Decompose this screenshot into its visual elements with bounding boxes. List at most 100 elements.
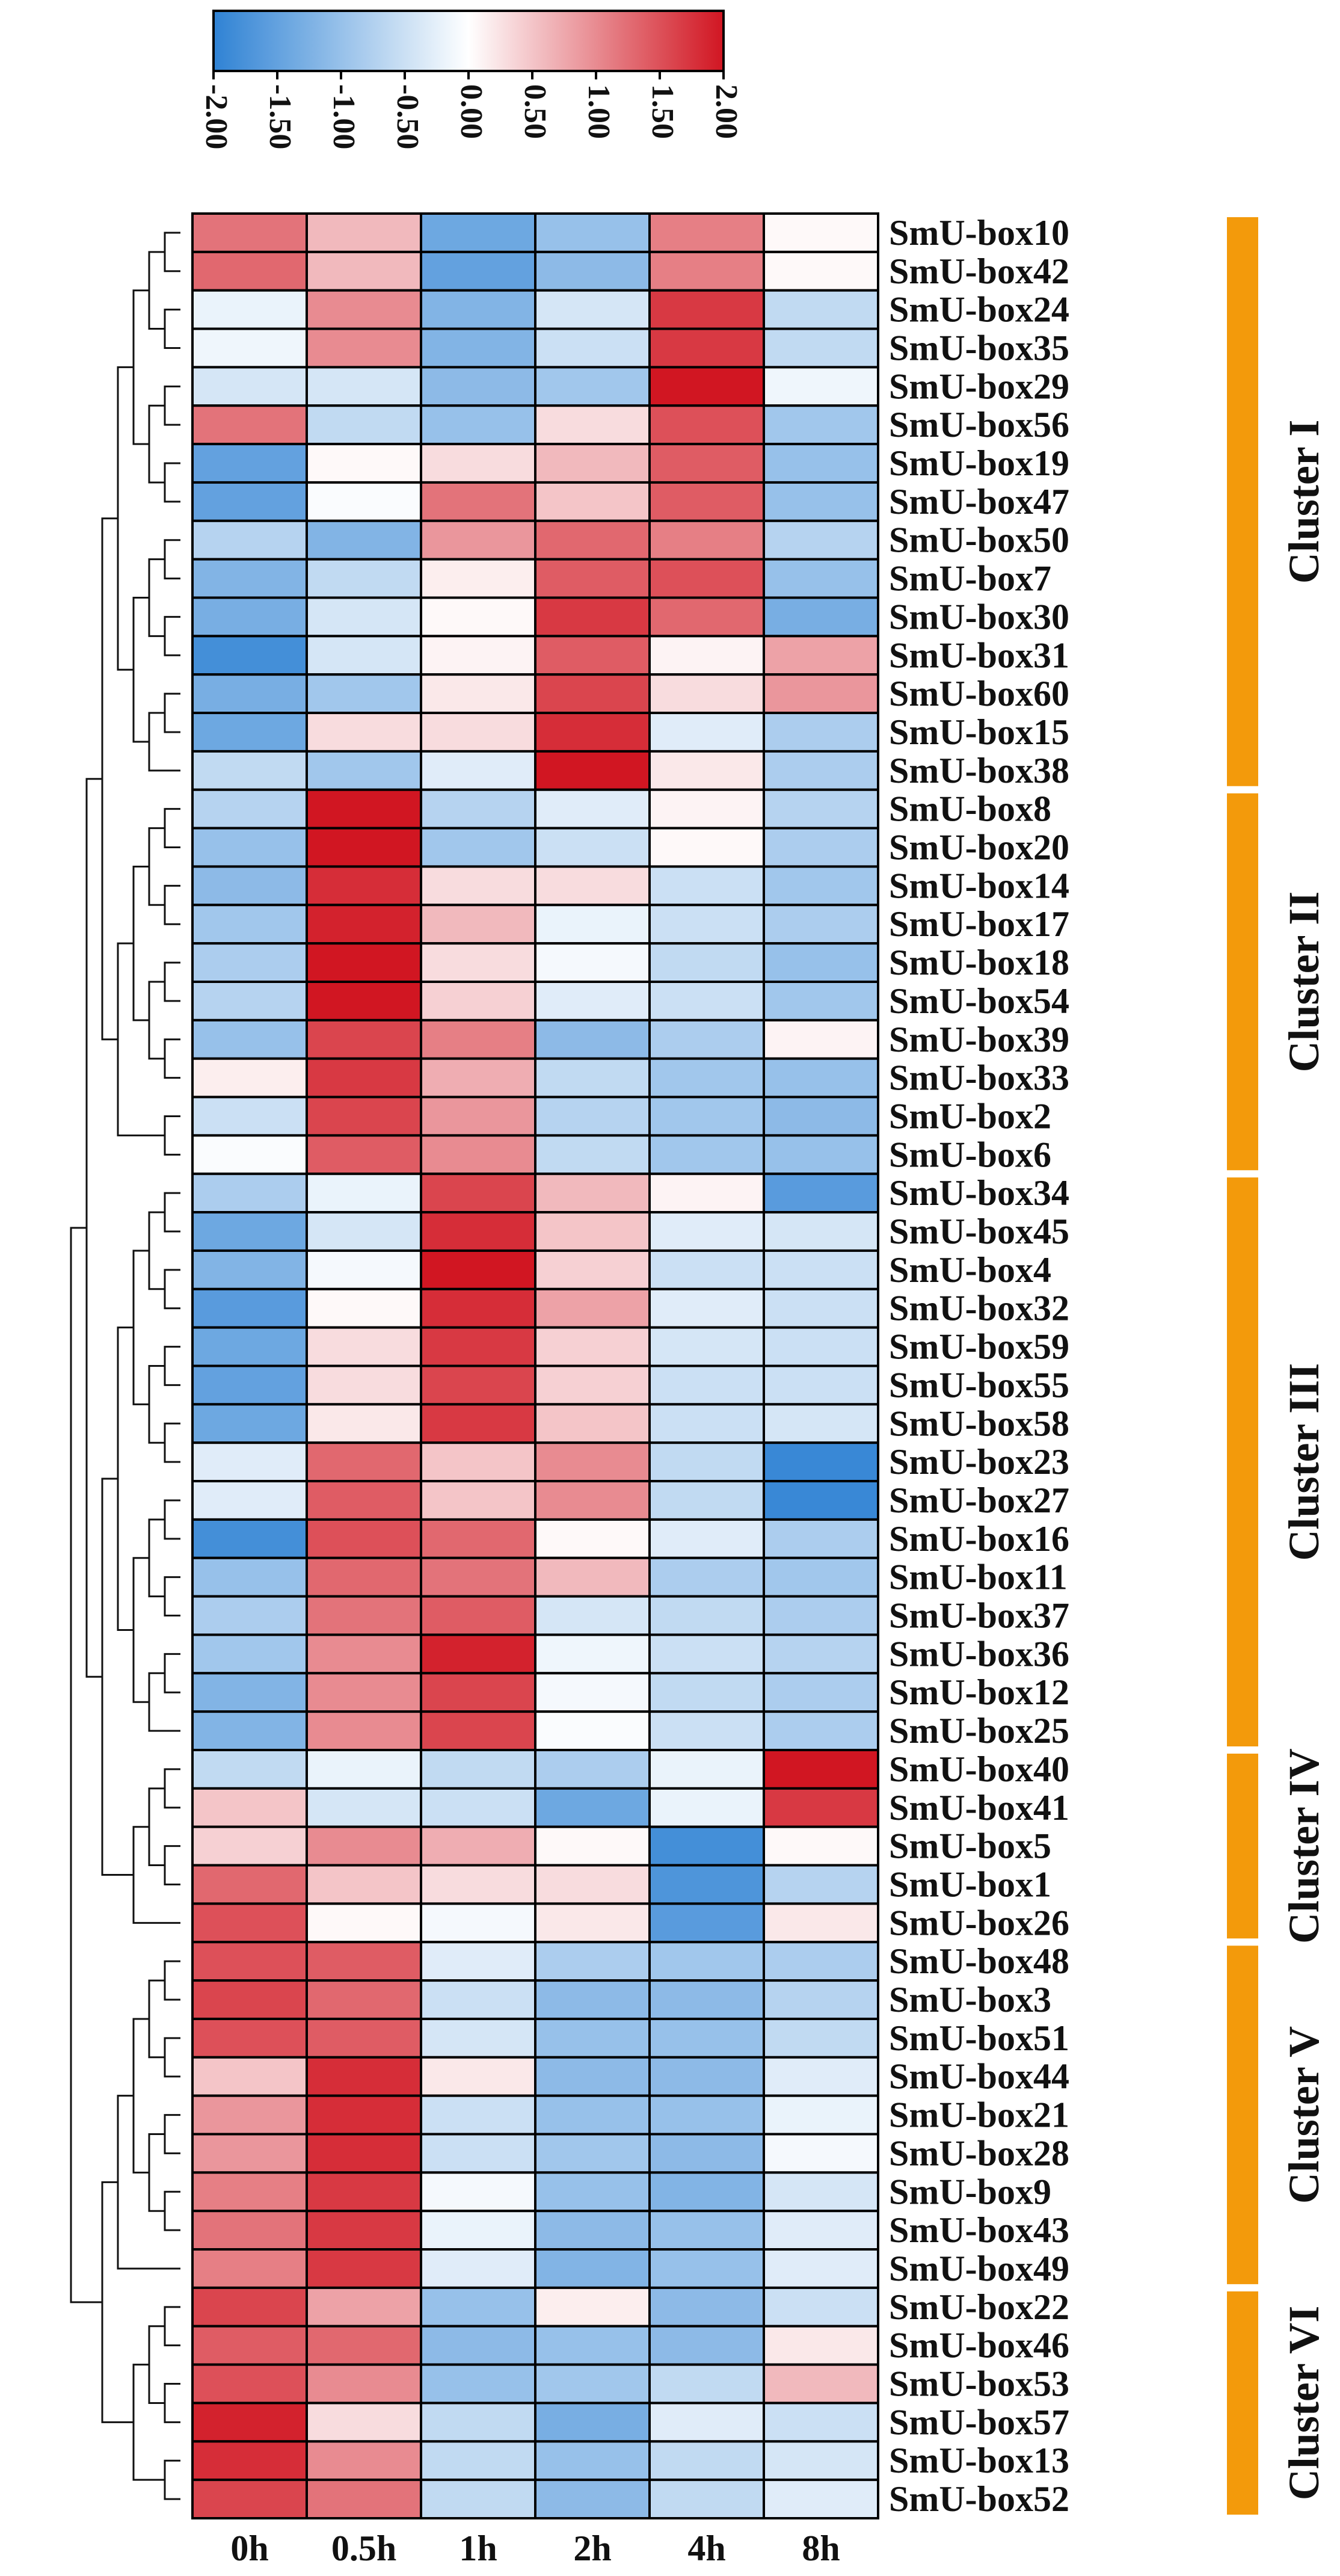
heatmap-cell <box>648 1825 765 1867</box>
heatmap-cell <box>191 1249 308 1290</box>
dendrogram-branch <box>164 615 180 656</box>
row-label: SmU-box39 <box>889 1020 1069 1059</box>
heatmap-cell <box>534 1326 651 1367</box>
heatmap-cell <box>306 1364 422 1406</box>
heatmap-cell <box>534 635 651 676</box>
heatmap-cell <box>191 750 308 791</box>
heatmap-cell <box>763 981 879 1021</box>
row-label: SmU-box4 <box>889 1250 1051 1290</box>
heatmap-cell <box>306 1749 422 1790</box>
heatmap-cell <box>420 981 536 1021</box>
dendrogram-branch <box>132 1557 149 1703</box>
heatmap-cell <box>648 404 765 446</box>
heatmap-cell <box>648 327 765 369</box>
heatmap-cell <box>191 1057 308 1098</box>
heatmap-cell <box>763 942 879 984</box>
row-label: SmU-box51 <box>889 2018 1069 2058</box>
heatmap-cell <box>420 558 536 599</box>
heatmap-cell <box>306 1979 422 2020</box>
heatmap-cell <box>534 2210 651 2251</box>
row-label: SmU-box15 <box>889 712 1069 752</box>
heatmap-cell <box>306 1787 422 1828</box>
heatmap-cell <box>191 327 308 369</box>
dendrogram-branch <box>164 232 180 273</box>
row-label: SmU-box42 <box>889 251 1069 291</box>
heatmap-cell <box>420 1902 536 1944</box>
dendrogram-branch <box>164 2114 180 2154</box>
heatmap-cell <box>534 404 651 446</box>
heatmap-cell <box>763 673 879 715</box>
heatmap-cell <box>763 904 879 945</box>
row-label: SmU-box38 <box>889 751 1069 790</box>
heatmap-cell <box>648 250 765 292</box>
heatmap-cell <box>763 2210 879 2251</box>
colorbar: -2.00 -1.50 -1.00 -0.50 0.00 0.50 1.00 1.50 2.00 <box>199 10 743 149</box>
heatmap-cell <box>648 1249 765 1290</box>
heatmap-cell <box>306 750 422 791</box>
heatmap-cell <box>648 2017 765 2059</box>
heatmap-cell <box>191 904 308 945</box>
heatmap-cell <box>763 2171 879 2213</box>
cluster-label: Cluster II <box>1280 892 1328 1073</box>
heatmap-cell <box>763 1134 879 1176</box>
heatmap-cell <box>191 2133 308 2174</box>
heatmap-cell <box>534 2017 651 2059</box>
heatmap-cell <box>306 1287 422 1329</box>
heatmap-cell <box>420 1287 536 1329</box>
row-label: SmU-box10 <box>889 213 1069 253</box>
heatmap-cell <box>648 1441 765 1483</box>
row-label: SmU-box27 <box>889 1481 1069 1520</box>
heatmap-cell <box>648 981 765 1021</box>
heatmap-cell <box>534 1633 651 1675</box>
heatmap-cell <box>534 1018 651 1060</box>
heatmap-cell <box>191 712 308 753</box>
cluster-bar <box>1227 1177 1258 1746</box>
heatmap-cell <box>306 1633 422 1675</box>
heatmap-cell <box>763 1941 879 1982</box>
heatmap-cell <box>306 1095 422 1137</box>
heatmap-cell <box>648 788 765 830</box>
heatmap-cell <box>648 1172 765 1214</box>
heatmap-cell <box>648 1749 765 1790</box>
heatmap-cell <box>534 2171 651 2213</box>
heatmap-cell <box>191 2094 308 2136</box>
heatmap-cell <box>191 1902 308 1944</box>
heatmap-cell <box>306 1902 422 1944</box>
heatmap-cell <box>420 1172 536 1214</box>
heatmap-cell <box>420 596 536 638</box>
heatmap-cell <box>763 2056 879 2097</box>
heatmap-cell <box>420 1057 536 1098</box>
cluster-label: Cluster V <box>1280 2026 1328 2204</box>
row-label: SmU-box60 <box>889 674 1069 713</box>
heatmap-cell <box>763 1787 879 1828</box>
heatmap-cell <box>306 2017 422 2059</box>
heatmap-cell <box>420 443 536 484</box>
column-label: 0h <box>230 2528 268 2568</box>
heatmap-cell <box>763 1364 879 1406</box>
dendrogram-branch <box>148 981 165 1060</box>
heatmap-cell <box>191 1211 308 1252</box>
colorbar-tick-label: 2.00 <box>709 84 743 139</box>
heatmap-cell <box>191 1864 308 1905</box>
row-label: SmU-box50 <box>889 520 1069 560</box>
heatmap-cell <box>648 673 765 715</box>
heatmap-cell <box>306 1211 422 1252</box>
heatmap-cell <box>420 2479 536 2519</box>
heatmap-cell <box>306 865 422 907</box>
heatmap-cell <box>191 2440 308 2482</box>
heatmap-cell <box>191 1556 308 1598</box>
heatmap-cell <box>306 1403 422 1444</box>
heatmap-cell <box>534 596 651 638</box>
heatmap-cell <box>420 289 536 330</box>
heatmap-cell <box>306 404 422 446</box>
dendrogram-branch <box>148 558 165 637</box>
cluster-bar <box>1227 793 1258 1171</box>
heatmap-cell <box>420 250 536 292</box>
heatmap-cell <box>420 1941 536 1982</box>
heatmap-cell <box>420 1211 536 1252</box>
heatmap-cell <box>648 904 765 945</box>
heatmap-cell <box>648 558 765 599</box>
heatmap-cell <box>191 2286 308 2328</box>
heatmap-cell <box>648 1864 765 1905</box>
dendrogram-branch <box>164 2306 180 2347</box>
